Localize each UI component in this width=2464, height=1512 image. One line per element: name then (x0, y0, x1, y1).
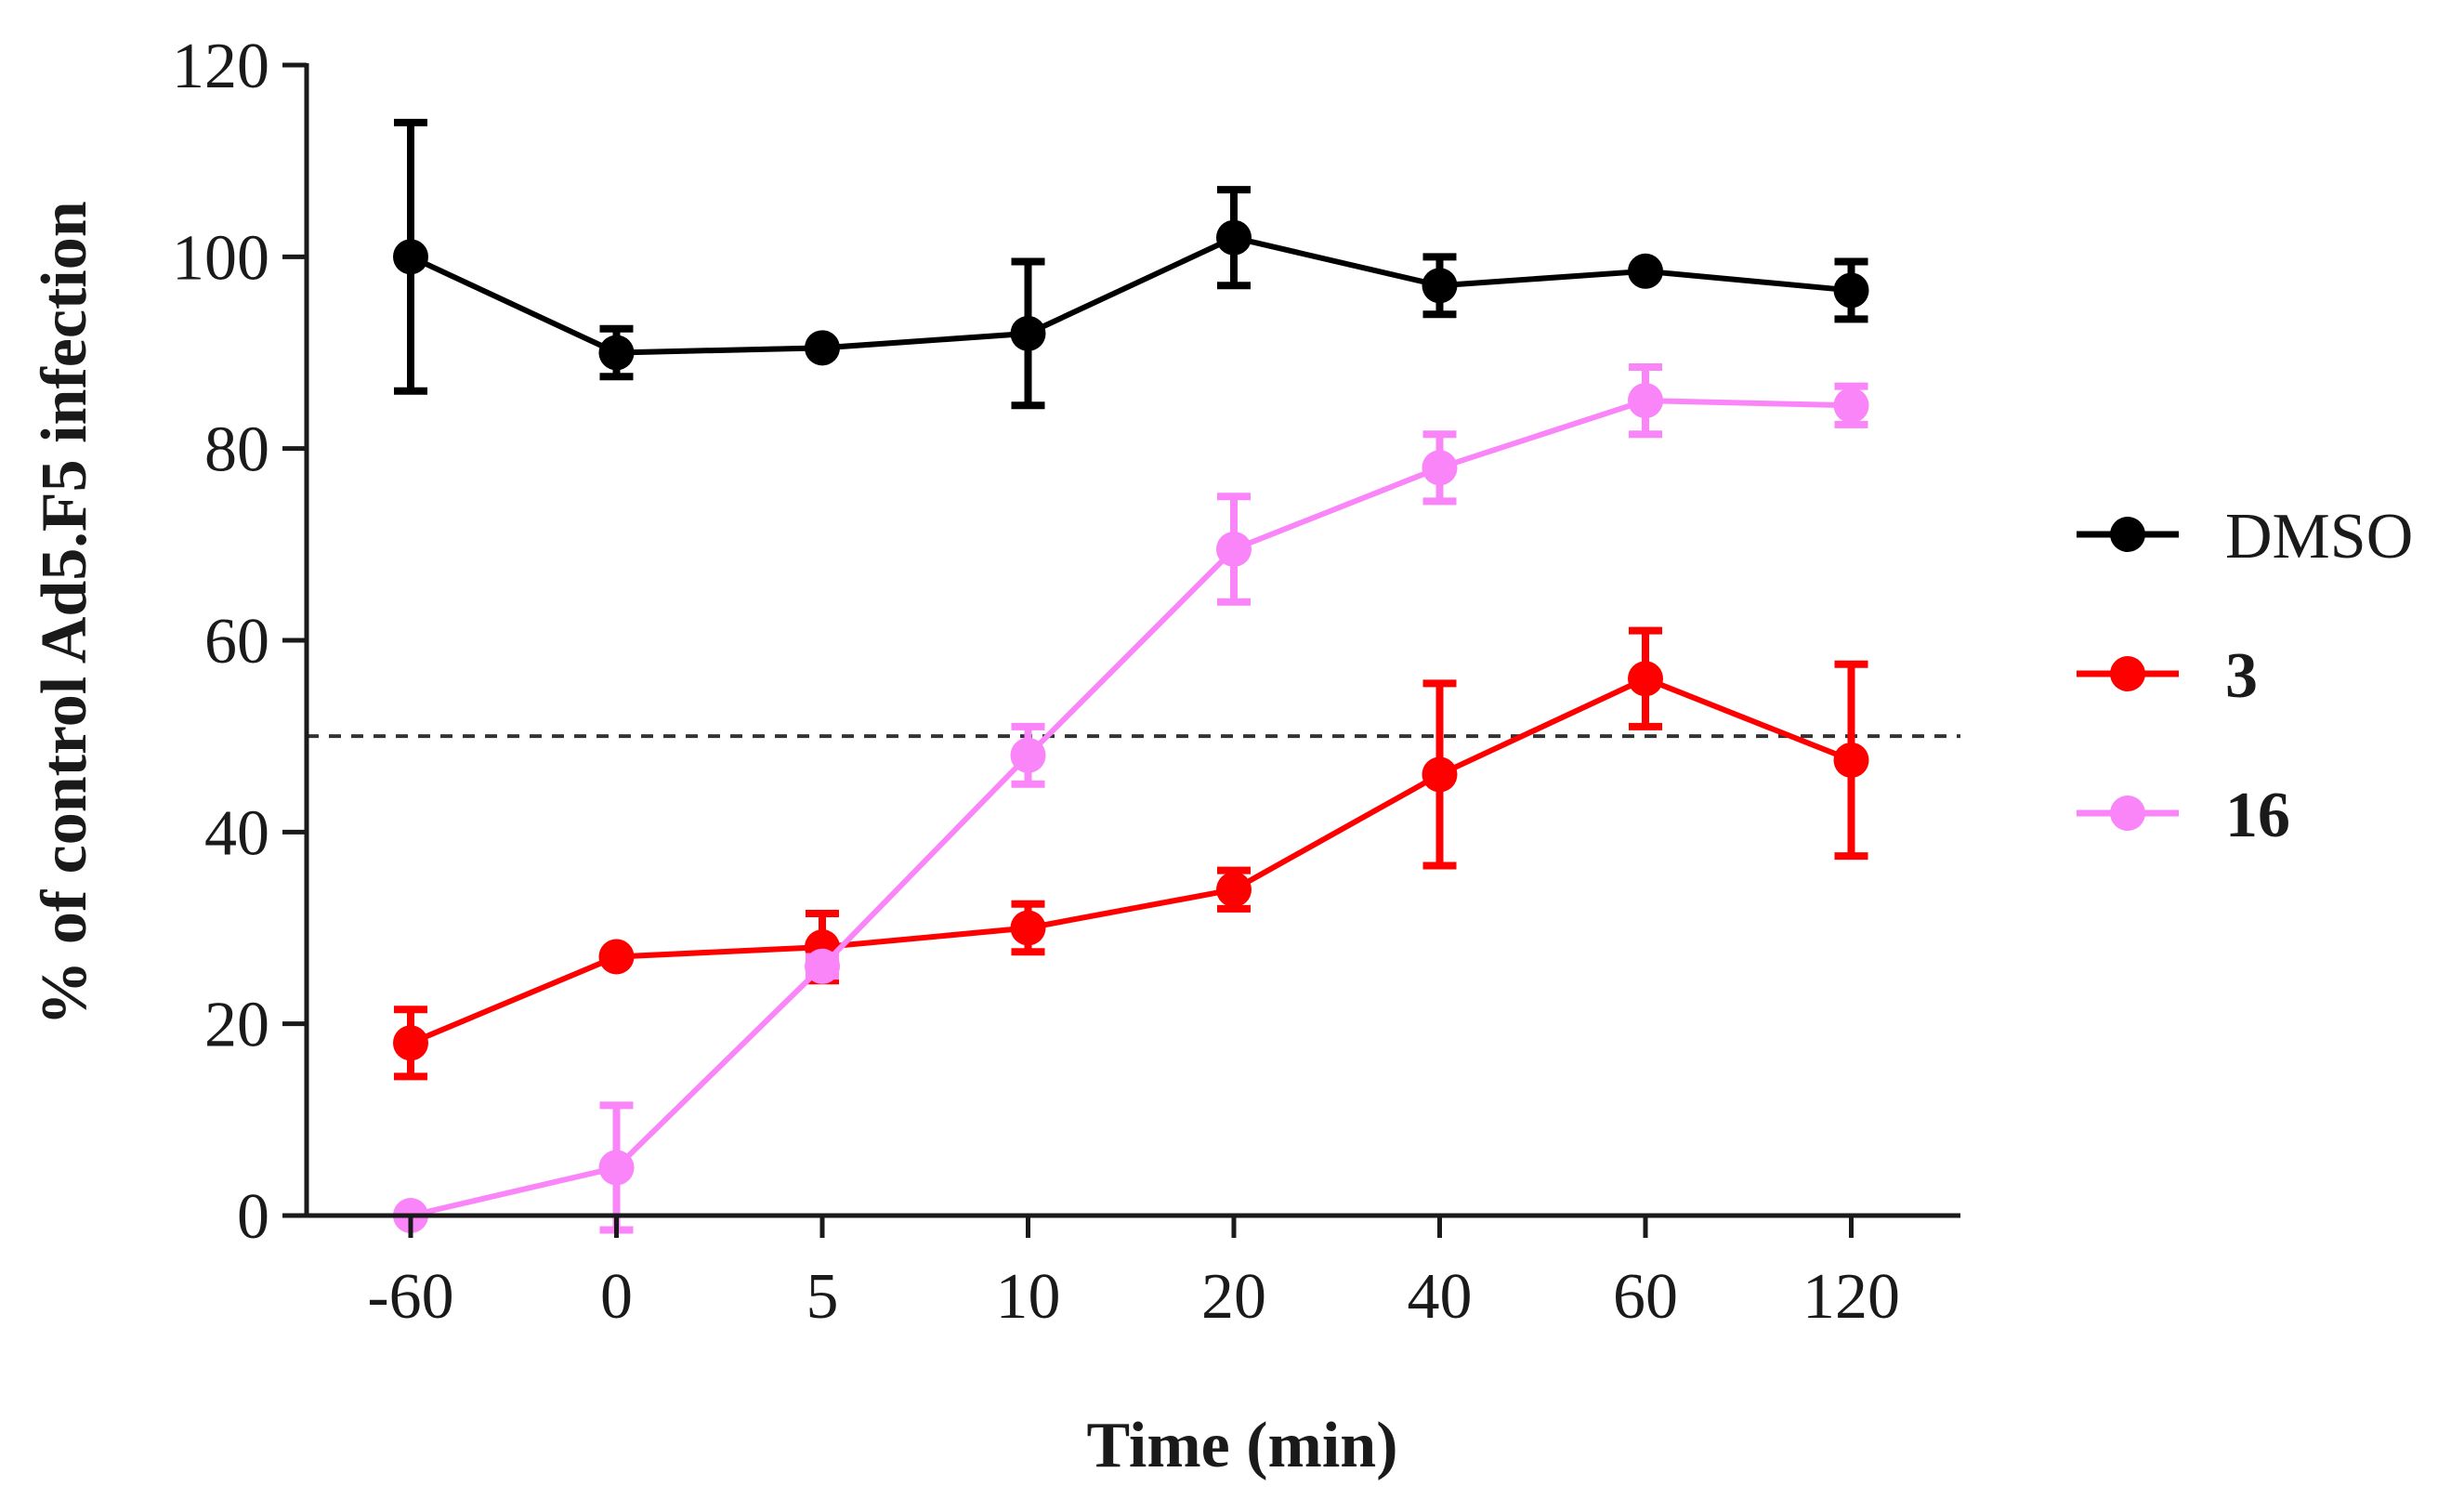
legend-marker-16 (2110, 795, 2145, 831)
legend-item-dmso: DMSO (2077, 501, 2413, 572)
data-point-16-40 (1422, 450, 1458, 486)
legend-marker-dmso (2110, 517, 2145, 552)
data-point-dmso--60 (393, 239, 428, 275)
data-point-16-60 (1628, 383, 1663, 419)
x-axis-title: Time (min) (1086, 1410, 1397, 1481)
x-tick-label-0: 0 (600, 1261, 633, 1333)
data-point-dmso-20 (1216, 219, 1252, 256)
y-tick-label-0: 0 (237, 1181, 269, 1253)
data-point-dmso-120 (1833, 272, 1869, 309)
data-point-16-20 (1216, 531, 1252, 567)
data-point-3--60 (393, 1025, 428, 1061)
data-point-16-5 (805, 948, 840, 984)
series-16 (393, 362, 1869, 1234)
series-line-dmso (409, 234, 1852, 356)
legend-label-3: 3 (2225, 640, 2258, 712)
data-point-16-10 (1010, 737, 1046, 773)
x-tick-label-10: 10 (996, 1261, 1061, 1333)
y-tick-label-40: 40 (204, 797, 269, 869)
legend-marker-3 (2110, 656, 2145, 691)
legend-label-dmso: DMSO (2225, 501, 2413, 572)
data-point-dmso-60 (1628, 253, 1663, 289)
data-point-3-120 (1833, 742, 1869, 778)
y-tick-label-80: 80 (204, 414, 269, 486)
series-line-3 (409, 676, 1853, 1046)
x-tick-label-40: 40 (1408, 1261, 1473, 1333)
x-tick-label-60: 60 (1613, 1261, 1678, 1333)
data-point-3-40 (1422, 756, 1458, 793)
data-point-3-20 (1216, 872, 1252, 908)
data-point-3-0 (598, 939, 635, 975)
x-tick-label--60: -60 (367, 1261, 453, 1333)
x-tick-label-5: 5 (806, 1261, 839, 1333)
data-point-dmso-5 (805, 330, 840, 366)
data-point-3-10 (1010, 910, 1046, 946)
y-tick-label-100: 100 (172, 222, 269, 294)
y-axis-title: % of control Ad5.F5 infection (29, 201, 100, 1025)
data-point-dmso-0 (598, 335, 635, 371)
data-point-16-0 (598, 1150, 635, 1186)
data-point-16-120 (1833, 388, 1869, 424)
y-tick-label-60: 60 (204, 606, 269, 677)
series-line-16 (410, 398, 1852, 1218)
data-point-dmso-40 (1422, 268, 1458, 304)
x-tick-label-20: 20 (1201, 1261, 1266, 1333)
legend-item-3: 3 (2077, 640, 2258, 712)
series-3 (393, 626, 1869, 1081)
series-dmso (393, 118, 1869, 410)
data-point-3-60 (1628, 661, 1663, 697)
y-tick-label-120: 120 (172, 31, 269, 102)
y-tick-label-20: 20 (204, 990, 269, 1061)
legend-item-16: 16 (2077, 780, 2290, 851)
legend-label-16: 16 (2225, 780, 2290, 851)
x-tick-label-120: 120 (1802, 1261, 1900, 1333)
data-point-dmso-10 (1010, 315, 1046, 351)
